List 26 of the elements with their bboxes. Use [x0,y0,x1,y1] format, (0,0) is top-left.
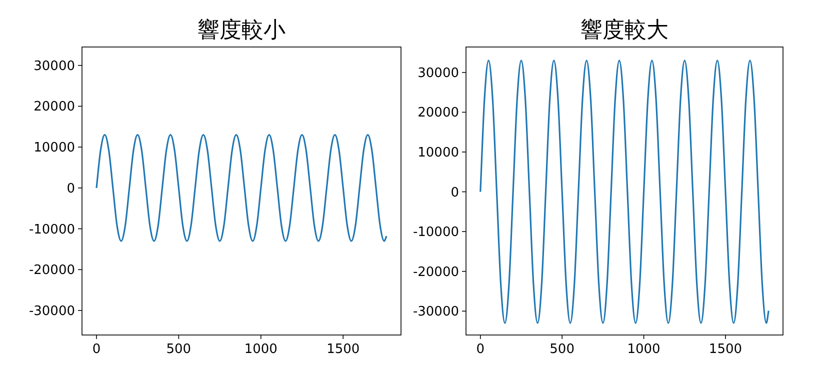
x-tick-label: 500 [550,342,574,357]
y-tick-label: -30000 [412,304,459,320]
y-tick-label: 10000 [34,140,75,156]
x-tick-label: 500 [166,342,192,357]
chart-title: 響度較大 [580,18,668,43]
x-tick-label: 1000 [627,342,660,357]
x-tick-label: 1500 [708,342,742,357]
x-tick-label: 0 [476,342,485,357]
x-tick-label: 1000 [244,342,278,357]
x-tick-label: 1500 [326,342,360,357]
y-tick-label: -10000 [412,225,459,240]
y-tick-label: 0 [450,185,459,200]
y-tick-label: 20000 [418,106,459,121]
y-tick-label: 30000 [34,58,75,74]
y-tick-label: 0 [66,181,75,196]
y-tick-label: 20000 [34,100,75,115]
y-tick-label: -20000 [28,263,75,278]
line-series [480,60,770,324]
x-tick-label: 0 [92,342,101,357]
chart-title: 響度較小 [198,18,286,43]
y-tick-label: 30000 [418,66,459,81]
y-tick-label: -10000 [28,222,75,238]
y-tick-label: 10000 [418,146,459,161]
line-series [96,134,388,242]
y-tick-label: -20000 [412,264,459,280]
y-tick-label: -30000 [28,304,75,319]
